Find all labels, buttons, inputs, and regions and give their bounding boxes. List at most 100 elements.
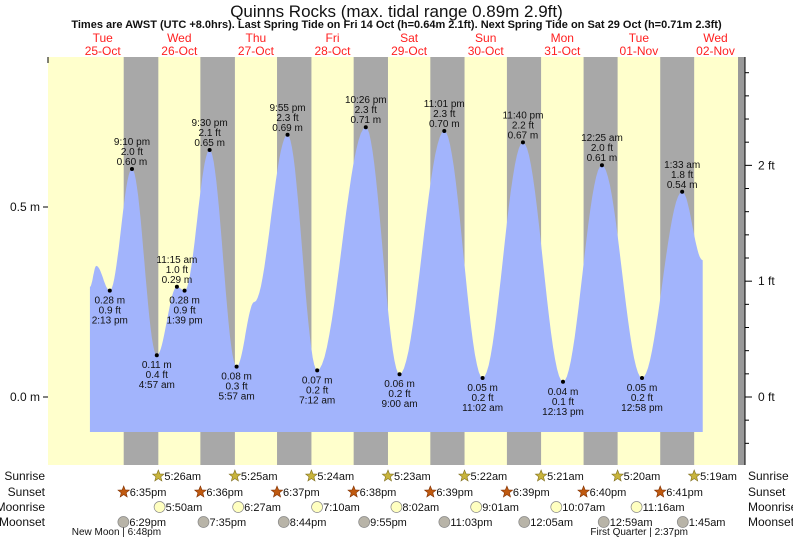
- tide-label: 0.65 m: [194, 138, 225, 149]
- moonrise-moon-icon: [153, 501, 166, 513]
- tide-point: [480, 376, 485, 380]
- sunset-star-icon: [653, 485, 667, 498]
- tide-point: [442, 129, 447, 133]
- tide-point: [234, 364, 239, 369]
- day-label-dow: Wed: [167, 31, 191, 45]
- tide-label: 2.0 ft: [591, 143, 613, 154]
- tide-label: 0.60 m: [117, 157, 148, 168]
- moonset-time: 11:03pm: [450, 517, 492, 529]
- sunset-star-icon: [117, 485, 131, 498]
- right-axis-label: 2 ft: [758, 158, 775, 172]
- right-axis-label: 0 ft: [758, 390, 775, 404]
- moonset-row-label-right: Moonset: [748, 515, 793, 529]
- moonrise-moon-icon: [630, 501, 643, 513]
- sunset-star-icon: [423, 485, 437, 498]
- moonset-moon-icon: [197, 516, 210, 528]
- tide-label: 10:26 pm: [345, 95, 387, 106]
- moonrise-time: 11:16am: [643, 502, 685, 514]
- sunrise-star-icon: [151, 469, 165, 482]
- tide-label: 11:15 am: [156, 255, 197, 266]
- sunset-time: 6:39pm: [436, 487, 473, 499]
- moon-phase-label: First Quarter | 2:37pm: [590, 527, 688, 538]
- tide-point: [639, 376, 644, 380]
- sunrise-time: 5:25am: [241, 471, 278, 483]
- tide-point: [154, 353, 159, 358]
- moonset-moon-icon: [358, 516, 371, 528]
- day-label-dow: Fri: [326, 31, 340, 45]
- sunrise-star-icon: [534, 469, 548, 482]
- tide-label: 9:30 pm: [192, 118, 228, 129]
- tide-label: 0.61 m: [587, 153, 618, 164]
- tide-label: 0.69 m: [272, 123, 303, 134]
- sunset-row-label: Sunset: [8, 485, 46, 499]
- day-label-date: 25-Oct: [85, 44, 122, 58]
- right-border: [738, 57, 745, 465]
- moonset-moon-icon: [597, 516, 610, 528]
- sunrise-star-icon: [304, 469, 318, 482]
- tide-label: 2.0 ft: [121, 147, 143, 158]
- tide-point: [561, 379, 566, 384]
- tide-label: 0.04 m: [548, 387, 579, 398]
- sunset-star-icon: [270, 485, 284, 498]
- day-label-date: 01-Nov: [620, 44, 659, 58]
- moonset-moon-icon: [518, 516, 531, 528]
- left-axis-label: 0.5 m: [10, 200, 40, 214]
- tide-label: 0.08 m: [221, 372, 252, 383]
- day-label-dow: Mon: [551, 31, 574, 45]
- moonset-moon-icon: [117, 516, 130, 528]
- tide-label: 0.11 m: [142, 360, 172, 371]
- moonset-row-label: Moonset: [0, 515, 46, 529]
- day-label-date: 29-Oct: [391, 44, 428, 58]
- tide-point: [363, 125, 368, 130]
- sunrise-row-label-right: Sunrise: [748, 469, 789, 483]
- sunrise-time: 5:26am: [164, 471, 201, 483]
- moonrise-time: 9:01am: [482, 502, 519, 514]
- chart-subtitle: Times are AWST (UTC +8.0hrs). Last Sprin…: [71, 19, 722, 31]
- tide-label: 0.05 m: [467, 383, 498, 394]
- tide-label: 0.67 m: [508, 130, 539, 141]
- sunrise-star-icon: [381, 469, 395, 482]
- tide-point: [315, 368, 320, 373]
- moonset-moon-icon: [676, 516, 689, 528]
- day-label-dow: Wed: [703, 31, 727, 45]
- chart-title: Quinns Rocks (max. tidal range 0.89m 2.9…: [230, 2, 563, 21]
- sunrise-time: 5:20am: [624, 471, 661, 483]
- tide-label: 0.9 ft: [99, 306, 121, 317]
- tide-label: 5:57 am: [219, 392, 255, 403]
- sunset-time: 6:36pm: [206, 487, 243, 499]
- tide-point: [520, 140, 525, 145]
- sunset-time: 6:37pm: [283, 487, 320, 499]
- sunrise-star-icon: [228, 469, 242, 482]
- sunrise-time: 5:21am: [547, 471, 584, 483]
- day-label-dow: Sat: [400, 31, 419, 45]
- moonrise-moon-icon: [232, 501, 245, 513]
- sunset-star-icon: [193, 485, 207, 498]
- tide-label: 2.3 ft: [355, 105, 377, 116]
- sunset-star-icon: [577, 485, 591, 498]
- sunrise-star-icon: [611, 469, 625, 482]
- tide-label: 0.2 ft: [471, 393, 493, 404]
- day-label-date: 28-Oct: [314, 44, 351, 58]
- day-label-dow: Sun: [475, 31, 496, 45]
- tide-label: 0.1 ft: [552, 397, 574, 408]
- day-label-date: 31-Oct: [544, 44, 581, 58]
- left-axis-label: 0.0 m: [10, 390, 40, 404]
- moonset-time: 1:45am: [689, 517, 726, 529]
- day-label-date: 02-Nov: [696, 44, 735, 58]
- moonset-time: 8:44pm: [290, 517, 327, 529]
- tide-label: 2.1 ft: [198, 128, 220, 139]
- sunrise-time: 5:22am: [471, 471, 508, 483]
- tide-point: [397, 372, 402, 377]
- sunset-time: 6:38pm: [360, 487, 397, 499]
- tide-label: 0.3 ft: [225, 382, 247, 393]
- moonrise-row-label: Moonrise: [0, 500, 45, 514]
- moonrise-time: 5:50am: [166, 502, 203, 514]
- tide-label: 11:01 pm: [424, 99, 465, 110]
- day-label-date: 26-Oct: [161, 44, 198, 58]
- sunset-star-icon: [500, 485, 514, 498]
- tide-water-area: [89, 127, 703, 432]
- tide-label: 0.4 ft: [146, 370, 168, 381]
- tide-label: 4:57 am: [139, 380, 175, 391]
- tide-label: 9:00 am: [381, 399, 417, 410]
